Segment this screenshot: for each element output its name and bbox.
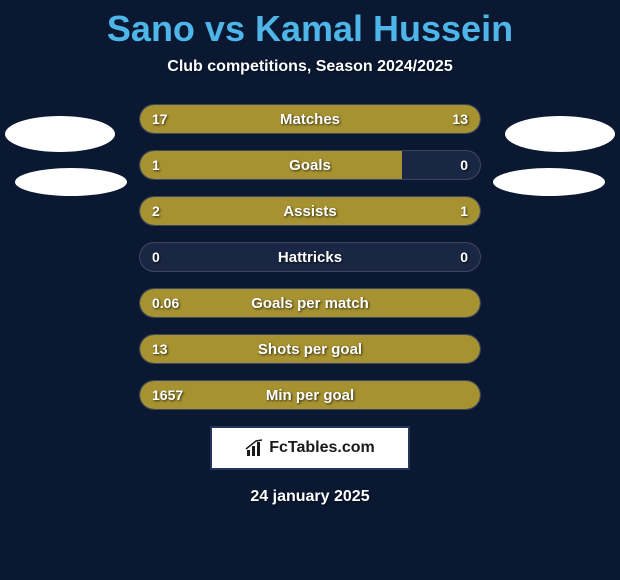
stat-row: 1Goals0	[139, 150, 481, 180]
date-label: 24 january 2025	[0, 488, 620, 506]
stat-value-right: 1	[460, 197, 468, 225]
stat-row: 13Shots per goal	[139, 334, 481, 364]
stat-row: 0Hattricks0	[139, 242, 481, 272]
chart-icon	[245, 438, 265, 458]
stat-bars: 17Matches131Goals02Assists10Hattricks00.…	[139, 104, 481, 410]
page-title: Sano vs Kamal Hussein	[0, 0, 620, 50]
stat-label: Min per goal	[140, 381, 480, 409]
stat-row: 17Matches13	[139, 104, 481, 134]
logo-text: FcTables.com	[269, 439, 375, 457]
stat-row: 0.06Goals per match	[139, 288, 481, 318]
stat-label: Shots per goal	[140, 335, 480, 363]
stat-row: 1657Min per goal	[139, 380, 481, 410]
player-left-avatar-1	[5, 116, 115, 152]
stat-label: Goals per match	[140, 289, 480, 317]
stat-value-right: 0	[460, 151, 468, 179]
stat-label: Hattricks	[140, 243, 480, 271]
stat-value-right: 13	[452, 105, 468, 133]
stat-value-right: 0	[460, 243, 468, 271]
player-right-avatar-2	[493, 168, 605, 196]
stat-label: Goals	[140, 151, 480, 179]
player-left-avatar-2	[15, 168, 127, 196]
subtitle: Club competitions, Season 2024/2025	[0, 58, 620, 76]
stat-row: 2Assists1	[139, 196, 481, 226]
comparison-content: 17Matches131Goals02Assists10Hattricks00.…	[0, 104, 620, 410]
stat-label: Assists	[140, 197, 480, 225]
logo-box[interactable]: FcTables.com	[210, 426, 410, 470]
player-right-avatar-1	[505, 116, 615, 152]
stat-label: Matches	[140, 105, 480, 133]
